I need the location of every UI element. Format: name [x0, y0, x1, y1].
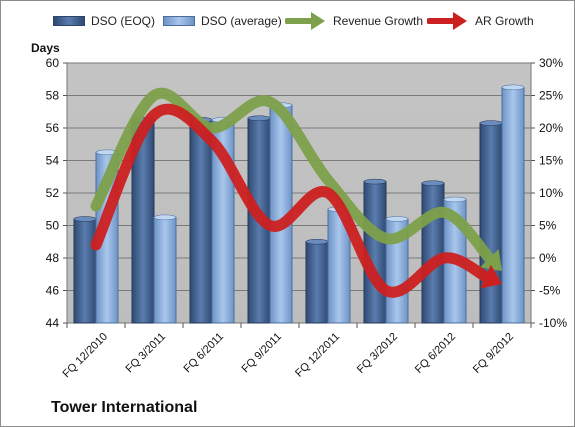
x-tick-label: FQ 9/2012	[471, 331, 516, 376]
y2-tick-label: 25%	[539, 89, 563, 103]
legend-arrow-ar-growth	[427, 12, 467, 30]
bar-dso-eoq-cap	[305, 238, 329, 245]
bar-dso-average-cap	[501, 84, 525, 91]
legend-label-dso-eoq: DSO (EOQ)	[91, 14, 156, 28]
bar-dso-average-cap	[385, 216, 409, 222]
bar-dso-average-cap	[443, 196, 467, 203]
bar-dso-eoq	[73, 218, 97, 324]
y2-tick-label: -10%	[539, 316, 567, 330]
line-ar-growth	[90, 103, 492, 298]
y-tick-label: 58	[46, 89, 60, 103]
legend-label-ar-growth: AR Growth	[475, 14, 534, 28]
legend-arrow-revenue-growth	[285, 12, 325, 30]
x-tick-label: FQ 6/2011	[181, 331, 226, 376]
y2-tick-label: 10%	[539, 186, 563, 200]
legend-item-ar-growth: AR Growth	[427, 9, 534, 33]
y-axis-title: Days	[31, 41, 60, 55]
y2-tick-label: 5%	[539, 219, 557, 233]
x-tick-label: FQ 12/2011	[293, 331, 342, 380]
bar-dso-eoq-cap	[479, 120, 503, 126]
y-tick-label: 52	[46, 186, 60, 200]
y-tick-label: 54	[46, 154, 60, 168]
y-tick-label: 56	[46, 121, 60, 135]
bar-dso-eoq-cap	[421, 180, 445, 187]
company-name: Tower International	[51, 399, 198, 416]
legend-swatch-dso-average	[163, 16, 195, 26]
y2-tick-label: 15%	[539, 154, 563, 168]
x-tick-label: FQ 3/2011	[123, 331, 168, 376]
x-tick-label: FQ 6/2012	[413, 331, 458, 376]
y2-tick-label: 0%	[539, 251, 557, 265]
x-tick-label: FQ 3/2012	[355, 331, 400, 376]
y2-tick-label: -5%	[539, 284, 561, 298]
bar-dso-average	[501, 86, 525, 324]
bar-dso-average	[153, 216, 177, 324]
y-tick-label: 46	[46, 284, 60, 298]
x-tick-label: FQ 12/2010	[61, 331, 111, 381]
legend-item-dso-eoq: DSO (EOQ)	[53, 9, 155, 33]
line-revenue-growth	[90, 87, 495, 264]
bar-dso-eoq-cap	[247, 115, 271, 122]
bar-dso-eoq	[189, 119, 213, 324]
line-ar-growth-arrowhead	[480, 264, 502, 289]
bar-dso-eoq-cap	[363, 178, 387, 185]
y2-tick-label: 30%	[539, 56, 563, 70]
legend-swatch-dso-eoq	[53, 16, 85, 26]
bar-dso-eoq	[305, 241, 329, 324]
legend-item-dso-average: DSO (average)	[163, 9, 282, 33]
x-tick-label: FQ 9/2011	[239, 331, 284, 376]
bar-dso-eoq	[479, 122, 503, 324]
bar-dso-eoq-cap	[73, 216, 97, 222]
y-tick-label: 50	[46, 219, 60, 233]
y-tick-label: 44	[46, 316, 60, 330]
y-tick-label: 48	[46, 251, 60, 265]
legend: DSO (EOQ) DSO (average) Revenue Growth A…	[1, 9, 574, 33]
legend-item-revenue-growth: Revenue Growth	[285, 9, 423, 33]
line-revenue-growth-arrowhead	[480, 249, 502, 271]
y2-tick-label: 20%	[539, 121, 563, 135]
legend-label-dso-average: DSO (average)	[201, 14, 282, 28]
line-layer	[90, 87, 502, 298]
y-tick-label: 60	[46, 56, 60, 70]
bar-dso-average-cap	[153, 214, 177, 221]
legend-label-revenue-growth: Revenue Growth	[333, 14, 424, 28]
